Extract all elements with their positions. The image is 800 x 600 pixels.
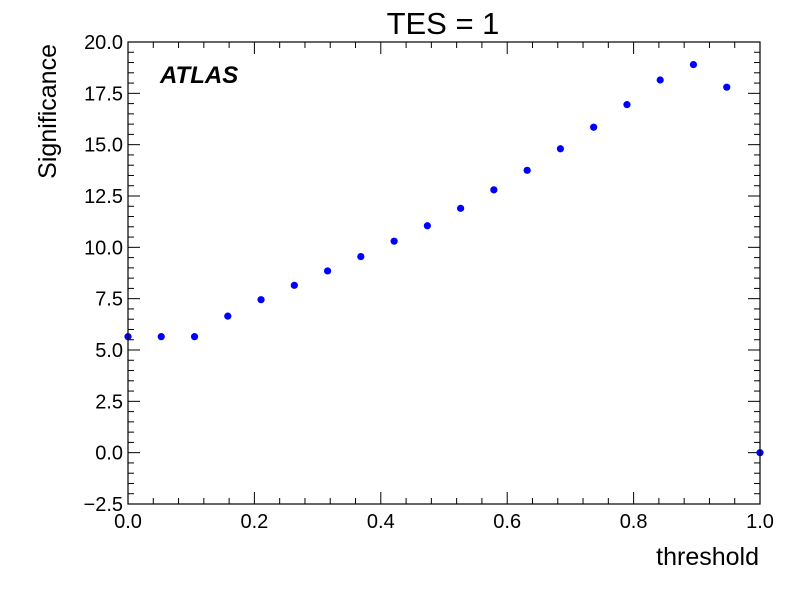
data-point: [357, 252, 365, 261]
y-tick-label: 10.0: [84, 237, 123, 259]
y-tick-label: 2.5: [95, 391, 123, 413]
y-axis-title: Significance: [34, 44, 62, 179]
y-tick-label: 7.5: [95, 289, 123, 311]
data-point: [157, 333, 165, 341]
y-tick-label: 15.0: [84, 135, 123, 157]
x-tick-label: 0.2: [240, 511, 268, 533]
data-point: [490, 186, 498, 194]
x-tick-label: 0.0: [114, 511, 142, 533]
y-tick-label: −2.5: [84, 494, 123, 516]
x-tick-labels: 0.0 0.2 0.4 0.6 0.8 1.0: [114, 511, 774, 533]
x-tick-label: 0.6: [493, 511, 521, 533]
y-tick-label: 12.5: [84, 186, 123, 208]
data-point: [290, 281, 298, 289]
data-point: [190, 333, 199, 341]
major-ticks: [127, 41, 761, 505]
data-point: [523, 166, 531, 174]
chart-title: TES = 1: [387, 6, 500, 41]
data-point: [689, 60, 698, 69]
data-point: [257, 296, 265, 304]
data-point: [323, 267, 332, 275]
y-tick-label: 20.0: [84, 32, 123, 54]
y-tick-label: 5.0: [95, 340, 123, 362]
plot-frame: [127, 41, 761, 505]
x-tick-label: 0.8: [620, 511, 648, 533]
y-tick-label: 0.0: [95, 443, 123, 465]
minor-ticks: [128, 42, 760, 504]
data-point: [723, 83, 731, 91]
data-point: [390, 237, 398, 245]
y-tick-labels: −2.5 0.0 2.5 5.0 7.5 10.0 12.5 15.0 17.5 20.0: [84, 32, 123, 516]
x-tick-label: 0.4: [367, 511, 395, 533]
data-point: [656, 76, 664, 84]
atlas-label: ATLAS: [159, 62, 238, 89]
data-point: [224, 312, 232, 320]
data-point: [556, 145, 565, 153]
x-tick-label: 1.0: [746, 511, 774, 533]
data-points: [124, 60, 764, 457]
y-tick-label: 17.5: [84, 83, 123, 105]
data-point: [623, 101, 631, 109]
data-point: [590, 123, 598, 131]
data-point: [457, 204, 465, 212]
data-point: [423, 222, 431, 230]
x-axis-title: threshold: [656, 543, 759, 571]
